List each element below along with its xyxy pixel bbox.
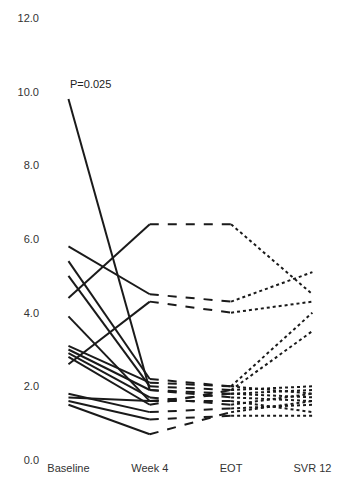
svg-text:12.0: 12.0 [18,12,39,24]
svg-text:P=0.025: P=0.025 [70,78,111,90]
svg-text:SVR 12: SVR 12 [293,462,331,474]
svg-text:Baseline: Baseline [47,462,89,474]
svg-text:0.0: 0.0 [24,454,39,466]
svg-text:8.0: 8.0 [24,159,39,171]
svg-text:6.0: 6.0 [24,233,39,245]
svg-text:2.0: 2.0 [24,380,39,392]
svg-text:10.0: 10.0 [18,86,39,98]
svg-text:EOT: EOT [220,462,243,474]
svg-text:4.0: 4.0 [24,307,39,319]
svg-text:Week 4: Week 4 [131,462,168,474]
